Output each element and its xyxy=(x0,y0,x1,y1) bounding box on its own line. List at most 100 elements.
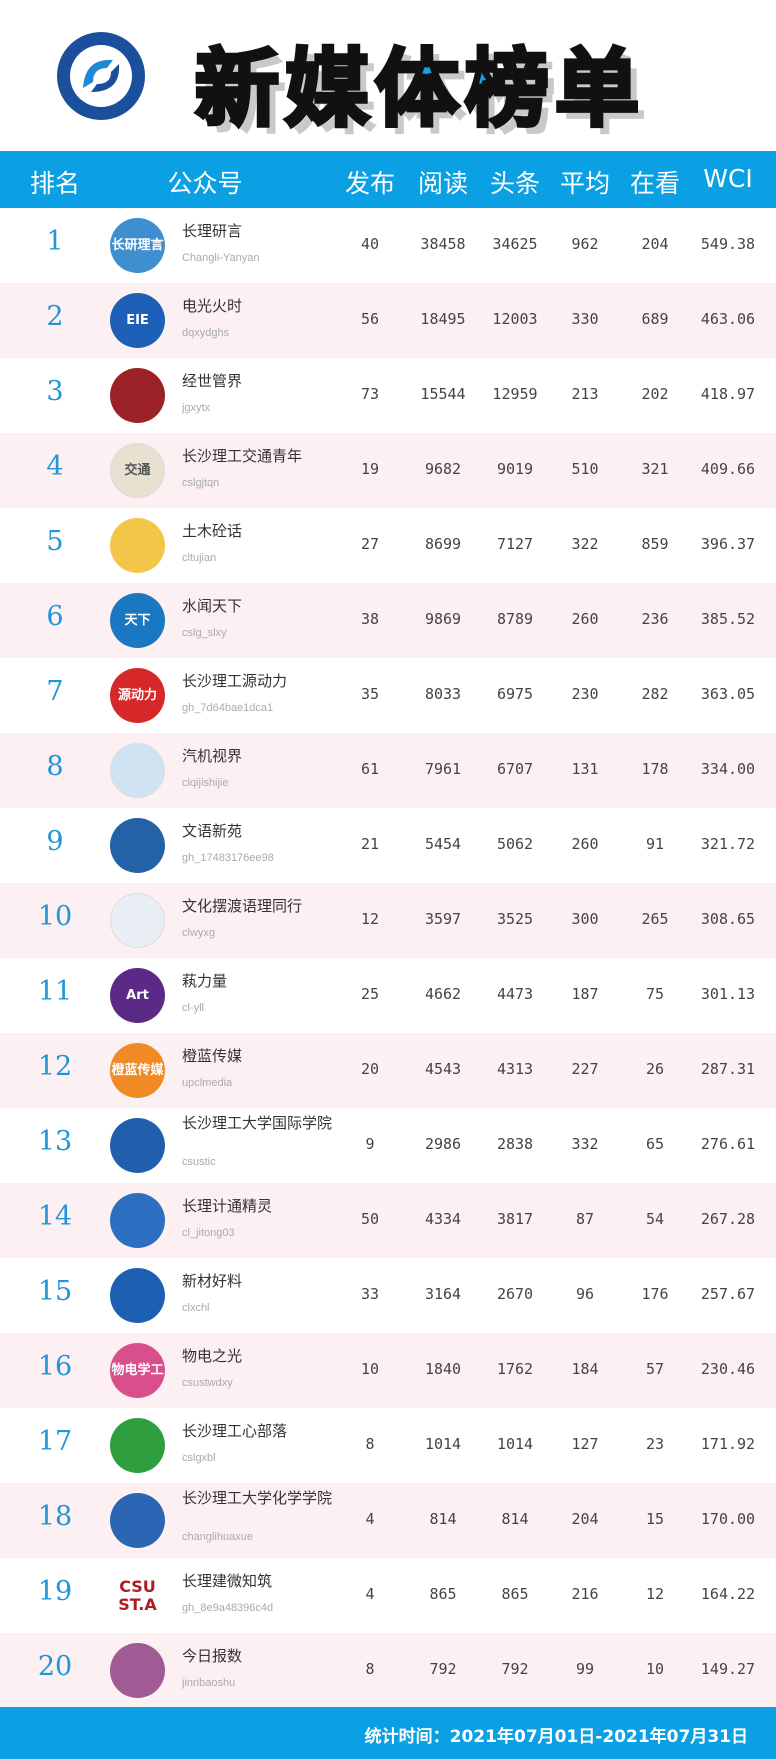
account-avatar[interactable] xyxy=(110,1493,165,1548)
account-name[interactable]: 长理研言 xyxy=(182,222,243,240)
cell-watch: 178 xyxy=(641,760,669,778)
table-row[interactable]: 6 天下 水闻天下 cslg_slxy 38 9869 8789 260 236 385.5… xyxy=(0,583,776,658)
rank: 17 xyxy=(37,1426,73,1457)
table-row[interactable]: 19 CSU ST.A 长理建微知筑 gh_8e9a48396c4d 4 865 86… xyxy=(0,1558,776,1633)
account-avatar[interactable] xyxy=(110,518,165,573)
account-name[interactable]: 汽机视界 xyxy=(182,747,243,765)
account-name[interactable]: 萟力量 xyxy=(182,972,228,990)
account-name[interactable]: 经世管界 xyxy=(182,372,243,390)
account-avatar[interactable]: Art xyxy=(110,968,165,1023)
account-avatar[interactable]: 橙蓝传媒 xyxy=(110,1043,165,1098)
avatar-text: Art xyxy=(126,988,149,1003)
table-row[interactable]: 16 物电学工 物电之光 csustwdxy 10 1840 1762 184 57 230… xyxy=(0,1333,776,1408)
cell-publish: 8 xyxy=(365,1435,375,1453)
account-id: clqijishijie xyxy=(182,777,229,789)
rank: 15 xyxy=(37,1276,73,1307)
cell-read: 4334 xyxy=(424,1210,462,1228)
table-row[interactable]: 4 交通 长沙理工交通青年 cslgjtqn 19 9682 9019 510 321 40… xyxy=(0,433,776,508)
table-row[interactable]: 10 文化摆渡语理同行 clwyxg 12 3597 3525 300 265 308.65 xyxy=(0,883,776,958)
cell-avg: 510 xyxy=(571,460,599,478)
table-header: 排名 公众号 发布 阅读 头条 平均 在看 WCI xyxy=(0,151,776,208)
cell-watch: 23 xyxy=(645,1435,665,1453)
account-name[interactable]: 文语新苑 xyxy=(182,822,243,840)
account-avatar[interactable]: 物电学工 xyxy=(110,1343,165,1398)
col-read: 阅读 xyxy=(417,169,469,198)
rank: 12 xyxy=(37,1051,73,1082)
account-name[interactable]: 今日报数 xyxy=(182,1647,243,1665)
cell-avg: 962 xyxy=(571,235,599,253)
cell-watch: 176 xyxy=(641,1285,669,1303)
account-avatar[interactable]: 交通 xyxy=(110,443,165,498)
account-avatar[interactable]: CSU ST.A xyxy=(110,1568,165,1623)
cell-watch: 91 xyxy=(645,835,665,853)
account-avatar[interactable] xyxy=(110,368,165,423)
table-row[interactable]: 8 汽机视界 clqijishijie 61 7961 6707 131 178 334.0… xyxy=(0,733,776,808)
account-name[interactable]: 长沙理工源动力 xyxy=(182,672,288,690)
cell-read: 4662 xyxy=(424,985,462,1003)
rank: 14 xyxy=(37,1201,73,1232)
account-avatar[interactable] xyxy=(110,1418,165,1473)
account-avatar[interactable] xyxy=(110,1643,165,1698)
account-avatar[interactable] xyxy=(110,893,165,948)
account-id: upclmedia xyxy=(182,1077,233,1089)
cell-read: 8699 xyxy=(424,535,462,553)
table-row[interactable]: 17 长沙理工心部落 cslgxbl 8 1014 1014 127 23 171.92 xyxy=(0,1408,776,1483)
cell-publish: 4 xyxy=(365,1510,375,1528)
cell-read: 7961 xyxy=(424,760,462,778)
table-row[interactable]: 5 土木砼话 cltujian 27 8699 7127 322 859 396.37 xyxy=(0,508,776,583)
cell-publish: 4 xyxy=(365,1585,375,1603)
col-rank: 排名 xyxy=(29,169,81,198)
table-row[interactable]: 1 长研理言 长理研言 Changli-Yanyan 40 38458 34625 96… xyxy=(0,208,776,283)
account-name[interactable]: 新材好料 xyxy=(182,1272,243,1290)
account-name[interactable]: 长沙理工交通青年 xyxy=(182,447,303,465)
account-name[interactable]: 橙蓝传媒 xyxy=(182,1047,243,1065)
cell-headline: 1762 xyxy=(496,1360,534,1378)
account-name[interactable]: 长沙理工心部落 xyxy=(182,1422,288,1440)
table-row[interactable]: 2 EIE 电光火时 dqxydghs 56 18495 12003 330 689 463… xyxy=(0,283,776,358)
avatar-text: 长研理言 xyxy=(111,238,164,253)
cell-headline: 792 xyxy=(501,1660,529,1678)
account-avatar[interactable]: EIE xyxy=(110,293,165,348)
account-name[interactable]: 长沙理工大学化学学院 xyxy=(182,1489,333,1507)
table-row[interactable]: 7 源动力 长沙理工源动力 gh_7d64bae1dca1 35 8033 6975 2… xyxy=(0,658,776,733)
table-row[interactable]: 14 长理计通精灵 cl_jitong03 50 4334 3817 87 54 267.2… xyxy=(0,1183,776,1258)
account-name[interactable]: 土木砼话 xyxy=(182,522,243,540)
account-avatar[interactable] xyxy=(110,818,165,873)
table-row[interactable]: 13 长沙理工大学国际学院 csustic 9 2986 2838 332 65 276.6… xyxy=(0,1108,776,1183)
cell-read: 814 xyxy=(429,1510,457,1528)
cell-headline: 12959 xyxy=(492,385,538,403)
account-name[interactable]: 文化摆渡语理同行 xyxy=(182,897,303,915)
account-name[interactable]: 长沙理工大学国际学院 xyxy=(182,1114,333,1132)
cell-headline: 2838 xyxy=(496,1135,534,1153)
account-name[interactable]: 物电之光 xyxy=(182,1347,243,1365)
account-avatar[interactable]: 天下 xyxy=(110,593,165,648)
table-row[interactable]: 20 今日报数 jinribaoshu 8 792 792 99 10 149.27 xyxy=(0,1633,776,1708)
account-avatar[interactable] xyxy=(110,1118,165,1173)
cell-avg: 87 xyxy=(575,1210,595,1228)
cell-watch: 265 xyxy=(641,910,669,928)
cell-wci: 409.66 xyxy=(700,460,756,478)
account-avatar[interactable] xyxy=(110,743,165,798)
table-row[interactable]: 3 经世管界 jgxytx 73 15544 12959 213 202 418.97 xyxy=(0,358,776,433)
cell-headline: 6975 xyxy=(496,685,534,703)
account-avatar[interactable]: 源动力 xyxy=(110,668,165,723)
cell-read: 5454 xyxy=(424,835,462,853)
table-row[interactable]: 11 Art 萟力量 cl-yll 25 4662 4473 187 75 301.13 xyxy=(0,958,776,1033)
cell-read: 865 xyxy=(429,1585,457,1603)
cell-read: 9682 xyxy=(424,460,462,478)
account-name[interactable]: 电光火时 xyxy=(182,297,243,315)
cell-watch: 202 xyxy=(641,385,669,403)
table-row[interactable]: 9 文语新苑 gh_17483176ee98 21 5454 5062 260 91 321… xyxy=(0,808,776,883)
cell-wci: 363.05 xyxy=(700,685,756,703)
account-name[interactable]: 水闻天下 xyxy=(182,597,243,615)
account-id: dqxydghs xyxy=(182,327,230,339)
account-avatar[interactable] xyxy=(110,1268,165,1323)
account-avatar[interactable]: 长研理言 xyxy=(110,218,165,273)
account-name[interactable]: 长理计通精灵 xyxy=(182,1197,273,1215)
cell-publish: 9 xyxy=(365,1135,375,1153)
table-row[interactable]: 12 橙蓝传媒 橙蓝传媒 upclmedia 20 4543 4313 227 26 287… xyxy=(0,1033,776,1108)
table-row[interactable]: 15 新材好料 clxchl 33 3164 2670 96 176 257.67 xyxy=(0,1258,776,1333)
account-avatar[interactable] xyxy=(110,1193,165,1248)
table-row[interactable]: 18 长沙理工大学化学学院 changlihuaxue 4 814 814 204 15 1… xyxy=(0,1483,776,1558)
account-name[interactable]: 长理建微知筑 xyxy=(182,1572,273,1590)
